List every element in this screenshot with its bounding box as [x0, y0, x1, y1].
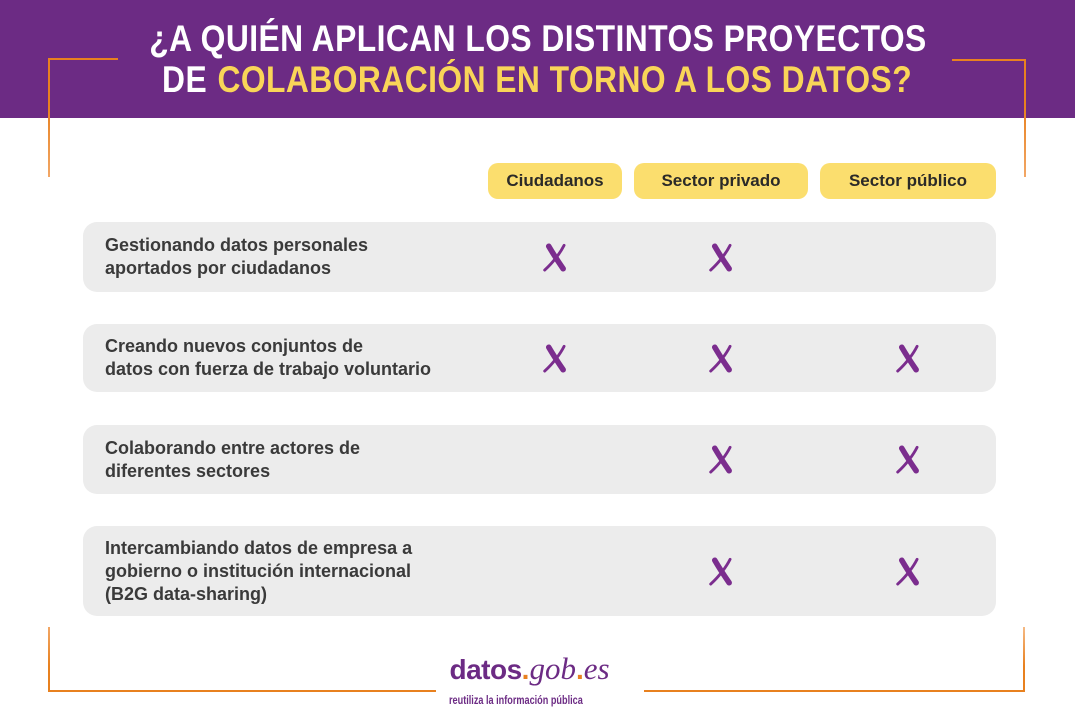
page-title-line-2: DE COLABORACIÓN EN TORNO A LOS DATOS? — [162, 59, 912, 100]
x-mark-icon — [708, 556, 732, 586]
mark-cell-checked — [820, 324, 996, 392]
logo-tagline: reutiliza la información pública — [449, 693, 584, 707]
bracket-bottom-right-horizontal — [644, 690, 1025, 692]
table-row: Creando nuevos conjuntos de datos con fu… — [83, 324, 996, 392]
x-mark-icon — [708, 343, 732, 373]
rows-container: Gestionando datos personales aportados p… — [83, 0, 996, 725]
table-row: Colaborando entre actores de diferentes … — [83, 425, 996, 494]
footer: datos.gob.es reutiliza la información pú… — [0, 652, 1075, 708]
mark-cell-checked — [820, 425, 996, 494]
title-prefix: DE — [162, 59, 208, 100]
column-chip-label: Ciudadanos — [506, 171, 604, 190]
row-label: Intercambiando datos de empresa a gobier… — [105, 537, 413, 604]
bracket-top-left-vertical — [48, 58, 50, 177]
page-title-line-1: ¿A QUIÉN APLICAN LOS DISTINTOS PROYECTOS — [148, 18, 927, 59]
column-headers: Ciudadanos Sector privado Sector público — [83, 163, 996, 199]
mark-cell-empty — [488, 425, 622, 494]
bracket-bottom-right-vertical — [1023, 627, 1025, 692]
bracket-bottom-left-horizontal — [48, 690, 436, 692]
bracket-bottom-left-vertical — [48, 627, 50, 692]
logo-dot-icon: . — [521, 654, 530, 685]
mark-cell-checked — [634, 425, 808, 494]
column-chip-ciudadanos: Ciudadanos — [488, 163, 622, 199]
x-mark-icon — [895, 556, 919, 586]
x-mark-icon — [542, 242, 566, 272]
mark-cell-empty — [820, 222, 996, 292]
logo-wordmark: datos.gob.es — [449, 652, 625, 692]
column-chip-sector-privado: Sector privado — [634, 163, 808, 199]
bracket-top-right-horizontal — [952, 59, 1026, 61]
datos-gob-es-logo: datos.gob.es reutiliza la información pú… — [449, 652, 625, 708]
mark-cell-checked — [634, 222, 808, 292]
table-row: Intercambiando datos de empresa a gobier… — [83, 526, 996, 616]
logo-datos-text: datos — [449, 654, 522, 685]
x-mark-icon — [708, 242, 732, 272]
mark-cell-checked — [634, 526, 808, 616]
mark-cell-checked — [634, 324, 808, 392]
x-mark-icon — [895, 343, 919, 373]
column-chip-label: Sector público — [848, 171, 968, 190]
mark-cell-checked — [488, 222, 622, 292]
logo-dot-icon: . — [575, 654, 584, 685]
bracket-top-right-vertical — [1024, 59, 1026, 177]
table-row: Gestionando datos personales aportados p… — [83, 222, 996, 292]
row-label: Gestionando datos personales aportados p… — [105, 235, 369, 278]
mark-cell-empty — [488, 526, 622, 616]
row-label: Creando nuevos conjuntos de datos con fu… — [105, 336, 432, 379]
column-chip-label: Sector privado — [661, 171, 781, 190]
column-chip-sector-publico: Sector público — [820, 163, 996, 199]
x-mark-icon — [708, 445, 732, 474]
mark-cell-checked — [820, 526, 996, 616]
title-highlight: COLABORACIÓN EN TORNO A LOS DATOS? — [217, 59, 913, 100]
logo-es-text: es — [583, 651, 610, 686]
x-mark-icon — [542, 343, 566, 373]
mark-cell-checked — [488, 324, 622, 392]
bracket-top-left-horizontal — [48, 58, 118, 60]
logo-gob-text: gob — [529, 651, 576, 686]
x-mark-icon — [895, 445, 919, 474]
header-banner: ¿A QUIÉN APLICAN LOS DISTINTOS PROYECTOS… — [0, 0, 1075, 118]
row-label: Colaborando entre actores de diferentes … — [105, 437, 361, 481]
